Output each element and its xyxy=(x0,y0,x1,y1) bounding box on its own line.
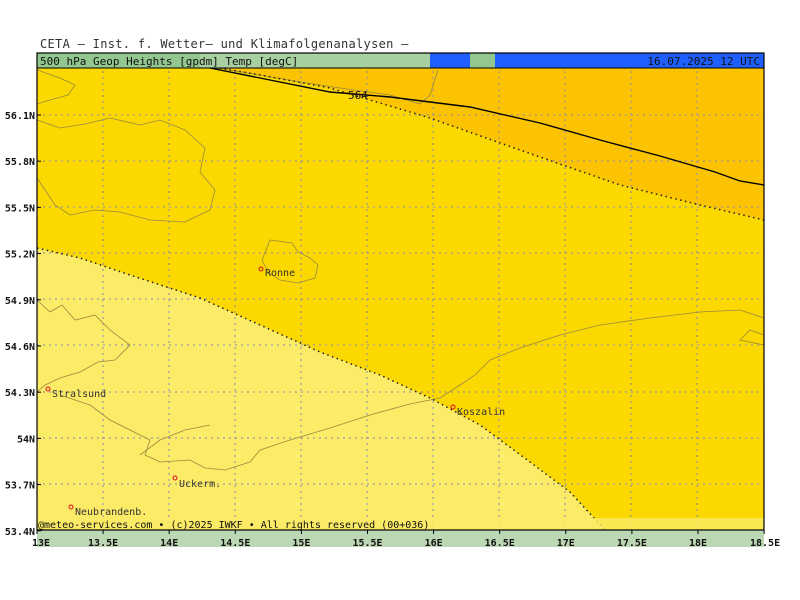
contour-label: 564 xyxy=(348,89,368,102)
latitude-axis: 56.1N 55.8N 55.5N 55.2N 54.9N 54.6N 54.3N 54N 53… xyxy=(5,111,41,538)
lat-tick-label: 54N xyxy=(17,434,35,445)
footer-bg xyxy=(37,518,764,530)
lat-tick-label: 55.2N xyxy=(5,250,35,261)
grid xyxy=(37,53,764,530)
lon-tick-label: 15.5E xyxy=(352,538,382,549)
city-stralsund: Stralsund xyxy=(45,386,106,400)
lon-tick-label: 14E xyxy=(160,538,178,549)
lon-tick-label: 18E xyxy=(689,538,707,549)
lon-tick-label: 16E xyxy=(425,538,443,549)
longitude-axis: 13E 13.5E 14E 14.5E 15E 15.5E 16E 16.5E 17E 17.5E… xyxy=(32,530,780,549)
city-uckerm: Uckerm. xyxy=(172,475,221,490)
lat-tick-label: 56.1N xyxy=(5,111,35,122)
legend-bar: 500 hPa Geop Heights [gpdm] Temp [degC] … xyxy=(36,52,765,69)
lat-tick-label: 54.6N xyxy=(5,342,35,353)
svg-text:Neubrandenb.: Neubrandenb. xyxy=(75,507,147,518)
svg-text:Stralsund: Stralsund xyxy=(52,389,106,400)
city-ronne: Ronne xyxy=(258,266,295,279)
page-title: CETA — Inst. f. Wetter— und Klimafolgena… xyxy=(40,37,409,51)
svg-text:Ronne: Ronne xyxy=(265,268,295,279)
svg-text:Uckerm.: Uckerm. xyxy=(179,479,221,490)
city-koszalin: Koszalin xyxy=(450,404,505,418)
map-frame xyxy=(36,52,765,531)
lon-tick-label: 17.5E xyxy=(617,538,647,549)
lat-tick-label: 54.9N xyxy=(5,296,35,307)
city-markers: Ronne Stralsund Koszalin Uckerm. Neubran… xyxy=(45,266,505,518)
lat-tick-label: 54.3N xyxy=(5,388,35,399)
map-area xyxy=(37,53,764,530)
lon-tick-label: 15E xyxy=(292,538,310,549)
footer-credit: @meteo-services.com • (c)2025 IWKF • All… xyxy=(38,520,429,531)
lon-tick-label: 18.5E xyxy=(750,538,780,549)
temp-zone-cool xyxy=(37,248,605,530)
coastlines xyxy=(37,65,764,471)
legend-parameters: 500 hPa Geop Heights [gpdm] Temp [degC] xyxy=(40,55,298,68)
lat-tick-label: 55.8N xyxy=(5,157,35,168)
lon-tick-label: 14.5E xyxy=(220,538,250,549)
geopotential-contour xyxy=(199,65,764,186)
lon-tick-label: 13.5E xyxy=(88,538,118,549)
city-neubrandenb: Neubrandenb. xyxy=(68,504,147,518)
bottom-strip xyxy=(37,530,764,547)
lat-tick-label: 53.4N xyxy=(5,527,35,538)
lon-tick-label: 16.5E xyxy=(485,538,515,549)
lat-tick-label: 53.7N xyxy=(5,481,35,492)
svg-text:Koszalin: Koszalin xyxy=(457,407,505,418)
legend-valid-time: 16.07.2025 12 UTC xyxy=(647,55,760,68)
lon-tick-label: 13E xyxy=(32,538,50,549)
lon-tick-label: 17E xyxy=(557,538,575,549)
lat-tick-label: 55.5N xyxy=(5,203,35,214)
